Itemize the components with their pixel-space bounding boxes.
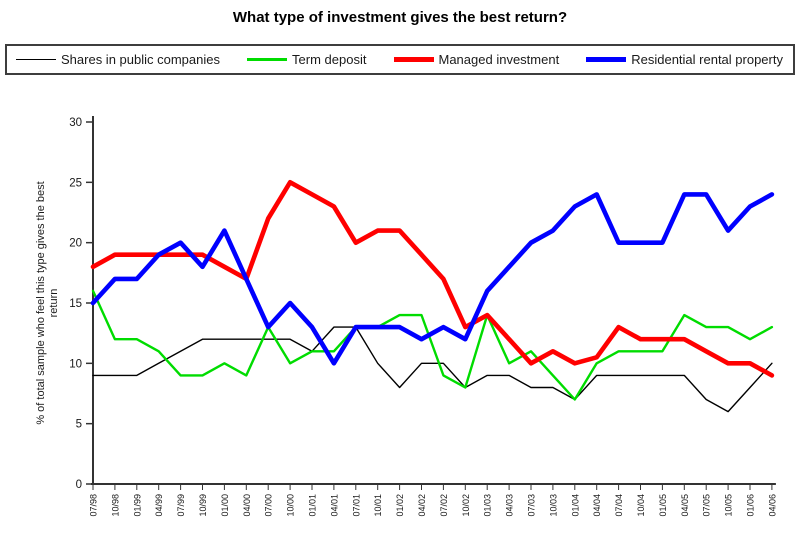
- x-tick-label: 04/06: [767, 494, 777, 517]
- y-tick-label: 0: [76, 479, 82, 491]
- x-tick-label: 10/05: [724, 494, 734, 517]
- x-tick-label: 07/03: [527, 494, 537, 517]
- series-line-shares-in-public-companies: [92, 326, 773, 413]
- legend-item-term-deposit: Term deposit: [247, 52, 366, 67]
- x-tick-label: 07/04: [614, 494, 624, 517]
- y-tick-label: 15: [69, 298, 82, 310]
- legend-item-shares-in-public-companies: Shares in public companies: [16, 52, 220, 67]
- y-tick-label: 5: [76, 419, 82, 431]
- legend-label: Managed investment: [438, 52, 560, 67]
- legend-line-swatch: [247, 58, 288, 61]
- x-tick-label: 04/05: [680, 494, 690, 517]
- x-tick-label: 04/03: [505, 494, 515, 517]
- x-tick-label: 07/99: [176, 494, 186, 517]
- chart-title: What type of investment gives the best r…: [232, 9, 568, 26]
- x-tick-label: 01/99: [132, 494, 142, 517]
- series-line-residential-rental-property: [90, 192, 775, 366]
- legend-item-residential-rental-property: Residential rental property: [586, 52, 783, 67]
- x-tick-label: 10/03: [548, 494, 558, 517]
- x-tick-label: 10/04: [636, 494, 646, 517]
- legend-line-swatch: [586, 57, 627, 62]
- x-tick-label: 10/01: [373, 494, 383, 517]
- chart-svg: 0 5 10 15 20 25 30 07/98 10/98 01/99 04/99 07/99 10/…: [35, 116, 777, 517]
- x-tick-label: 10/02: [461, 494, 471, 517]
- legend-line-swatch: [393, 57, 434, 62]
- x-tick-label: 07/01: [351, 494, 361, 517]
- x-tick-label: 10/99: [198, 494, 208, 517]
- legend-label: Residential rental property: [631, 52, 783, 67]
- y-tick-label: 30: [69, 117, 82, 129]
- x-tick-label: 01/04: [570, 494, 580, 517]
- y-axis-title-line2: return: [48, 289, 60, 318]
- x-tick-label: 07/98: [89, 494, 99, 517]
- x-tick-label: 01/02: [395, 494, 405, 517]
- y-tick-label: 25: [69, 177, 82, 189]
- series-line-term-deposit: [91, 289, 774, 401]
- legend-label: Term deposit: [292, 52, 367, 67]
- x-tick-label: 04/02: [417, 494, 427, 517]
- y-axis-title-line1: % of total sample who feel this type giv…: [35, 181, 47, 424]
- x-tick-label: 01/06: [746, 494, 756, 517]
- x-tick-label: 10/98: [110, 494, 120, 517]
- legend-item-managed-investment: Managed investment: [393, 52, 560, 67]
- x-tick-label: 07/05: [702, 494, 712, 517]
- legend-line-swatch: [16, 58, 56, 61]
- x-tick-label: 04/04: [592, 494, 602, 517]
- x-tick-label: 07/02: [439, 494, 449, 517]
- y-tick-label: 20: [69, 238, 82, 250]
- legend-label: Shares in public companies: [61, 52, 220, 67]
- x-tick-label: 01/05: [658, 494, 668, 517]
- x-tick-label: 01/01: [308, 494, 318, 517]
- legend: Shares in public companies Term deposit Ma…: [5, 44, 795, 75]
- x-tick-label: 07/00: [264, 494, 274, 517]
- x-tick-label: 01/00: [220, 494, 230, 517]
- x-tick-label: 04/99: [154, 494, 164, 517]
- y-tick-label: 10: [69, 358, 82, 370]
- x-tick-label: 04/01: [329, 494, 339, 517]
- x-tick-label: 01/03: [483, 494, 493, 517]
- x-tick-label: 10/00: [286, 494, 296, 517]
- x-tick-label: 04/00: [242, 494, 252, 517]
